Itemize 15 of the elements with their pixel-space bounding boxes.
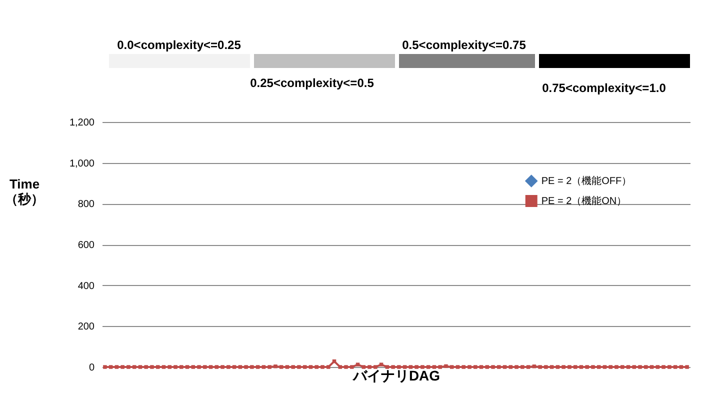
y-tick-label: 1,200 xyxy=(69,118,95,128)
x-axis-title: バイナリDAG xyxy=(352,368,440,384)
text: 0.25<complexity<=0.5 xyxy=(250,76,374,90)
text: 0.5<complexity<=0.75 xyxy=(402,38,526,52)
y-tick-label: 600 xyxy=(78,240,95,251)
y-tick-label: 200 xyxy=(78,322,95,333)
y-tick-label: 0 xyxy=(88,362,95,374)
text: 0.0<complexity<=0.25 xyxy=(117,38,242,52)
text: 0.75<complexity<=1.0 xyxy=(542,81,666,95)
y-tick-label: 1,000 xyxy=(69,158,95,170)
y-axis-title: Time （秒） xyxy=(5,176,44,206)
y-tick-label: 800 xyxy=(78,199,95,210)
y-tick-label: 400 xyxy=(78,280,95,292)
legend-label: PE = 2（機能OFF） xyxy=(541,175,632,187)
legend-label: PE = 2（機能ON） xyxy=(541,195,627,207)
